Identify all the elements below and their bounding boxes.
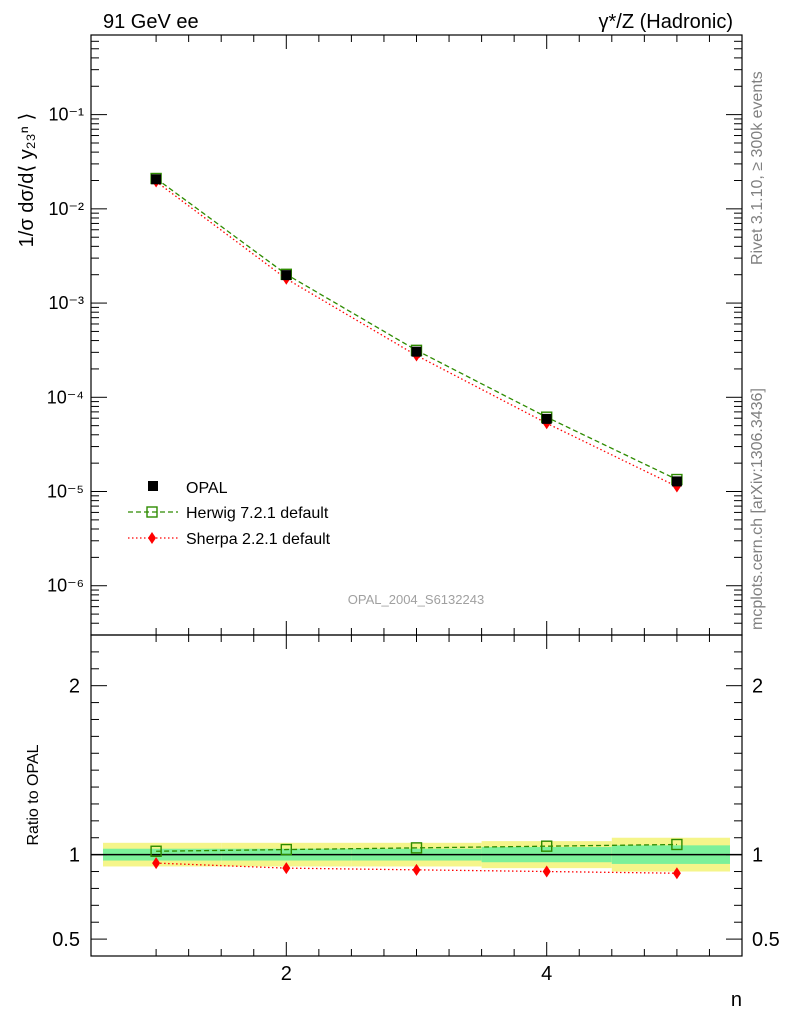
point-opal [671,476,682,487]
ratio-y-tick-label-right: 2 [752,676,763,698]
ratio-point-sherpa [542,865,551,878]
series-line-sherpa [155,180,678,488]
ratio-point-herwig [410,842,423,854]
ratio-y-tick-label: 0.5 [52,929,80,951]
legend-label-herwig: Herwig 7.2.1 default [186,505,329,522]
legend: OPAL Herwig 7.2.1 default Sherpa 2.2.1 d… [128,480,331,548]
ratio-point-herwig [671,838,683,851]
legend-item-herwig: Herwig 7.2.1 default [128,505,329,522]
ratio-point-sherpa [282,862,291,875]
point-opal [151,174,162,185]
axis-ticks: 2 4 10⁻⁶ 10⁻⁵ 10⁻⁴ 10⁻³ 10⁻² 10⁻¹ 0.5 0.5 1 1 2 2 [47,35,780,985]
legend-marker-herwig [146,506,158,518]
ratio-line-herwig [156,843,677,852]
series-line-herwig [155,177,678,481]
ratio-y-tick-label-right: 1 [752,845,763,867]
header-left: 91 GeV ee [103,11,199,33]
legend-item-opal: OPAL [148,480,228,497]
x-tick-label: 4 [541,963,552,985]
legend-marker-opal [148,481,158,491]
legend-label-sherpa: Sherpa 2.2.1 default [186,531,331,548]
y-tick-label: 10⁻⁴ [47,387,84,407]
header-right: γ*/Z (Hadronic) [599,11,733,33]
ratio-point-herwig [150,845,162,857]
point-opal [541,413,552,424]
ratio-point-sherpa [152,857,161,870]
ratio-y-tick-label: 1 [69,845,80,867]
x-tick-label: 2 [281,963,292,985]
ratio-point-herwig [280,843,292,856]
ratio-point-herwig [541,840,553,852]
main-y-axis-label: 1/σ dσ/d⟨ y₂₃ⁿ ⟩ [16,113,38,248]
ratio-point-sherpa [672,867,681,880]
y-tick-label: 10⁻¹ [48,105,84,125]
y-tick-label: 10⁻² [48,199,84,219]
rivet-version-note: Rivet 3.1.10, ≥ 300k events [749,71,766,265]
analysis-id: OPAL_2004_S6132243 [348,592,484,607]
x-axis-label: n [731,989,742,1011]
y-tick-label: 10⁻³ [48,293,84,313]
ratio-y-tick-label-right: 0.5 [752,929,780,951]
legend-item-sherpa: Sherpa 2.2.1 default [128,531,331,548]
legend-marker-sherpa [148,532,156,544]
point-opal [411,346,422,357]
ratio-plot-frame [90,634,743,957]
y-tick-label: 10⁻⁶ [47,576,84,596]
ratio-y-axis-label: Ratio to OPAL [25,744,42,845]
data-series [150,172,683,880]
mcplots-note: mcplots.cern.ch [arXiv:1306.3436] [749,388,766,630]
point-opal [281,270,292,281]
ratio-point-sherpa [412,863,421,876]
y-tick-label: 10⁻⁵ [47,482,84,502]
ratio-y-tick-label: 2 [69,676,80,698]
legend-label-opal: OPAL [186,480,228,497]
